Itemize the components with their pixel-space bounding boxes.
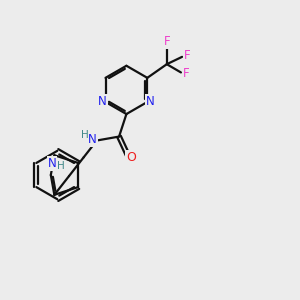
Text: N: N — [98, 95, 107, 108]
Text: F: F — [164, 35, 170, 48]
Text: O: O — [126, 151, 136, 164]
Text: N: N — [88, 134, 97, 146]
Text: N: N — [48, 157, 56, 170]
Text: N: N — [146, 95, 154, 108]
Text: F: F — [183, 67, 190, 80]
Text: F: F — [184, 49, 191, 62]
Text: H: H — [81, 130, 88, 140]
Text: H: H — [57, 160, 64, 170]
